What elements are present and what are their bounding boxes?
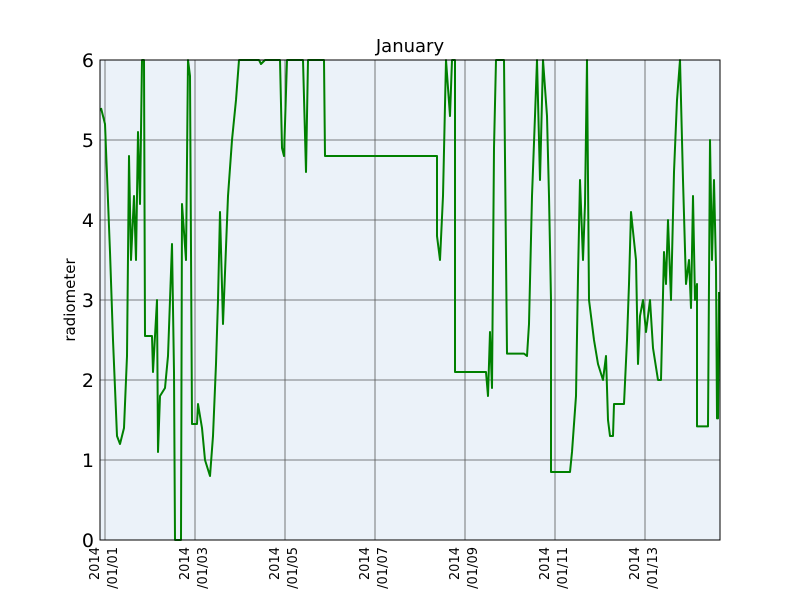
x-tick-label: 2014 /01/03 [178,547,211,589]
y-tick-label: 6 [82,50,94,72]
x-tick-label: 2014 /01/01 [88,547,121,589]
x-tick-label: 2014 /01/13 [628,547,661,589]
x-tick-label: 2014 /01/11 [538,547,571,589]
y-tick-label: 3 [82,290,94,312]
y-axis-label: radiometer [61,257,79,341]
data-line [100,59,720,541]
y-tick-label: 5 [82,130,94,152]
y-tick-label: 2 [82,370,94,392]
x-tick-label: 2014 /01/05 [268,547,301,589]
y-tick-label: 0 [82,530,94,552]
x-tick-label: 2014 /01/09 [448,547,481,589]
plot-frame [99,59,721,541]
y-tick-label: 1 [82,450,94,472]
y-tick-label: 4 [82,210,94,232]
chart-title: January [375,36,445,57]
x-tick-label: 2014 /01/07 [358,547,391,589]
